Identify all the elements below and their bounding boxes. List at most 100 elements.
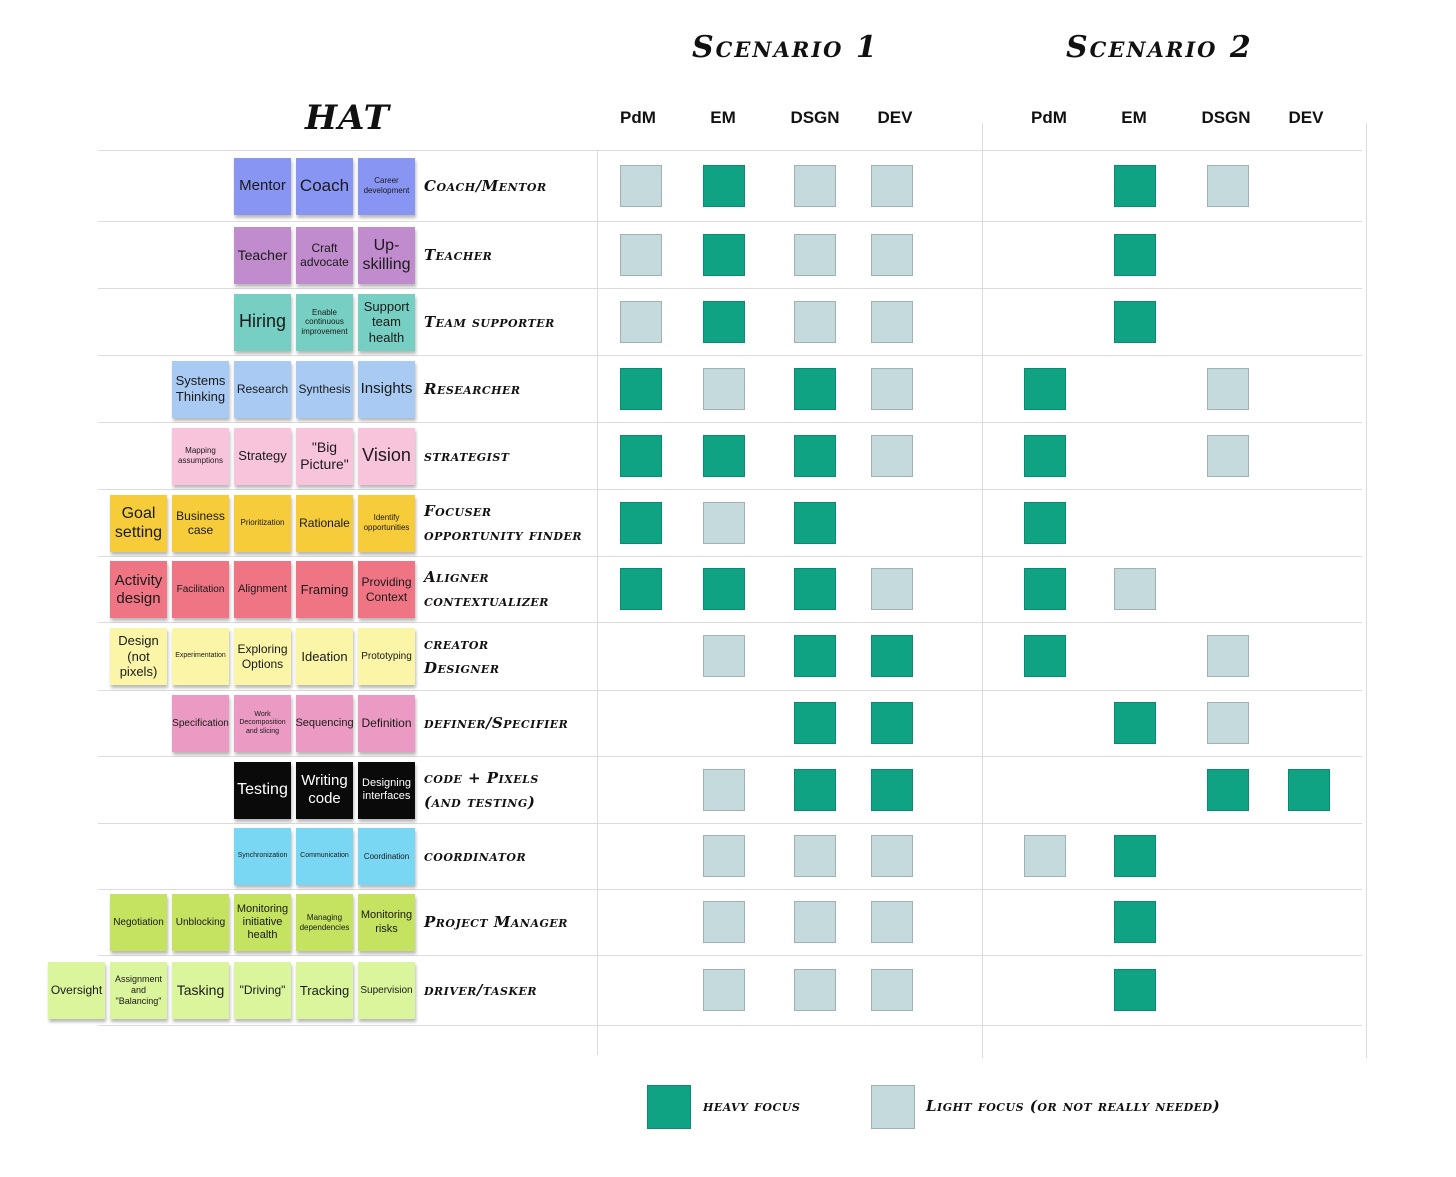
sticky-note-text: Identify opportunities [363,513,410,532]
s1-light-cell [794,969,836,1011]
sticky-note: Synthesis [296,360,353,418]
role-label-line: Aligner [424,568,489,586]
sticky-note-text: Synchronization [237,852,288,860]
sticky-note: Tasking [172,962,229,1019]
role-label: driver/tasker [424,978,537,1002]
s1-col-em: EM [710,108,736,127]
s1-light-cell [871,434,913,477]
sticky-note: Coordination [358,828,415,885]
s2-heavy-cell [1207,768,1249,811]
sticky-note-text: Strategy [238,448,287,464]
role-label: Teacher [424,243,492,267]
sticky-note-text: Alignment [238,582,287,595]
s1-light-cell [794,901,836,943]
sticky-note: Prioritization [234,494,291,552]
s2-heavy-cell [1024,635,1066,677]
sticky-note-text: Designing interfaces [362,776,411,802]
sticky-note: Hiring [234,293,291,351]
s1-heavy-cell [703,300,745,343]
role-label: Aligner contextualizer [424,565,549,613]
sticky-note: Mentor [234,157,291,215]
s1-light-cell [794,233,836,276]
sticky-note: Craft advocate [296,226,353,284]
role-label-line: strategist [424,446,510,465]
sticky-note: Support team health [358,293,415,351]
s1-light-cell [703,969,745,1011]
s1-heavy-cell [620,501,662,544]
sticky-note: Oversight [48,962,105,1019]
sticky-note-text: Supervision [360,984,413,996]
grid-line [98,622,1362,623]
s1-light-cell [794,164,836,207]
s1-light-cell [620,300,662,343]
sticky-note: Research [234,360,291,418]
s2-light-cell [1207,702,1249,744]
s1-light-cell [794,300,836,343]
sticky-note: Negotiation [110,894,167,951]
sticky-note: Teacher [234,226,291,284]
role-label-line: Team supporter [424,312,555,331]
sticky-note-text: Up-skilling [362,236,411,273]
grid-line [98,889,1362,890]
s1-heavy-cell [620,434,662,477]
role-label-line: contextualizer [424,592,549,610]
s2-heavy-cell [1114,300,1156,343]
s2-heavy-cell [1114,702,1156,744]
sticky-note-text: Specification [172,717,229,729]
s1-light-cell [871,164,913,207]
sticky-note-text: Testing [237,781,288,799]
sticky-note-text: Monitoring initiative health [236,902,289,942]
role-label: Project Manager [424,910,568,934]
sticky-note: "Driving" [234,962,291,1019]
sticky-note-text: Definition [361,716,412,731]
sticky-note-text: Vision [362,445,411,466]
sticky-note: Business case [172,494,229,552]
s2-col-dev: DEV [1288,108,1324,127]
grid-line [98,690,1362,691]
sticky-note-text: Exploring Options [237,642,288,671]
grid-line [98,489,1362,490]
s1-col-dsgn: DSGN [790,108,840,127]
role-label-line: Coach/Mentor [424,176,547,195]
s1-light-cell [703,501,745,544]
grid-divider [982,123,983,1058]
sticky-note-text: Assignment and "Balancing" [114,974,163,1006]
s1-heavy-cell [794,568,836,610]
grid-line [98,355,1362,356]
sticky-note: Exploring Options [234,628,291,685]
sticky-note: Systems Thinking [172,360,229,418]
sticky-note-text: Craft advocate [300,240,349,269]
role-label-line: driver/tasker [424,981,538,999]
sticky-note-text: Career development [363,176,410,195]
s1-heavy-cell [794,702,836,744]
s1-heavy-cell [794,434,836,477]
sticky-note: Activity design [110,561,167,618]
s1-heavy-cell [703,233,745,276]
sticky-note: Prototyping [358,628,415,685]
s1-light-cell [703,901,745,943]
s1-light-cell [871,300,913,343]
sticky-note: Monitoring risks [358,894,415,951]
grid-line [98,756,1362,757]
s2-heavy-cell [1024,568,1066,610]
s1-heavy-cell [871,635,913,677]
legend-heavy-label: heavy focus [703,1097,801,1115]
grid-line [98,221,1362,222]
sticky-note-text: Rationale [299,515,350,530]
sticky-note: "Big Picture" [296,427,353,485]
s2-heavy-cell [1114,835,1156,877]
sticky-note-text: Communication [300,852,349,860]
role-label: coordinator [424,844,526,868]
sticky-note: Monitoring initiative health [234,894,291,951]
sticky-note: Unblocking [172,894,229,951]
s1-heavy-cell [620,568,662,610]
sticky-note: Rationale [296,494,353,552]
grid-line [98,288,1362,289]
sticky-note-text: Prioritization [240,518,285,528]
s1-heavy-cell [703,568,745,610]
sticky-note-text: Insights [360,380,413,397]
s1-heavy-cell [620,367,662,410]
grid-line [98,1025,1362,1026]
legend-light-label: Light focus (or not really needed) [926,1097,1221,1115]
sticky-note: Communication [296,828,353,885]
